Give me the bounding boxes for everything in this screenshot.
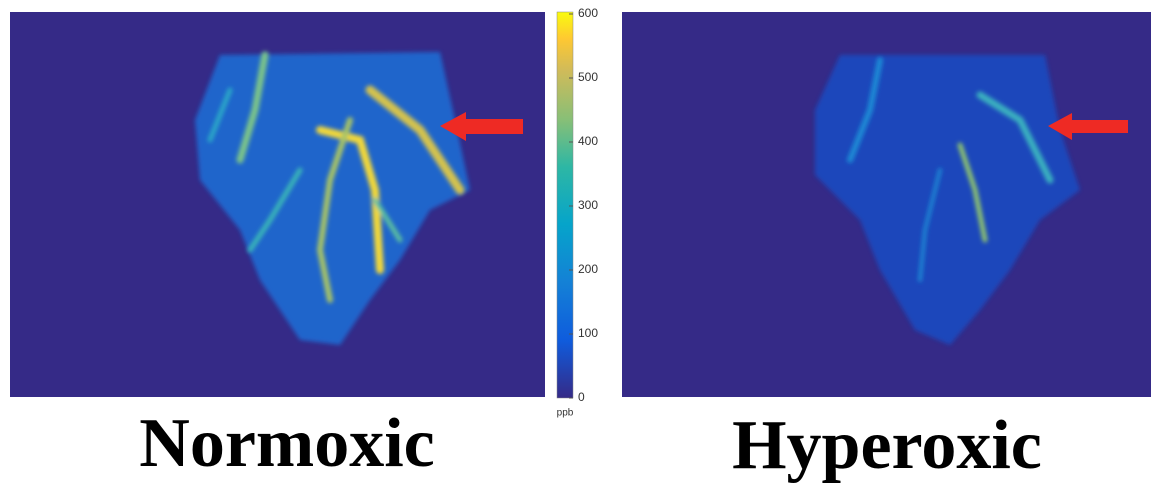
- colorbar-tick-label: 300: [578, 198, 598, 212]
- colorbar-unit: ppb: [557, 408, 574, 419]
- panel-label: Normoxic: [139, 405, 434, 482]
- colorbar: ppb: [557, 11, 574, 419]
- colorbar-tick-label: 0: [578, 390, 585, 404]
- normoxic-image: [10, 12, 545, 397]
- colorbar-tick-label: 600: [578, 6, 598, 20]
- hyperoxic-image: [622, 12, 1151, 397]
- panel-label: Hyperoxic: [732, 407, 1042, 484]
- colorbar-tick-label: 100: [578, 326, 598, 340]
- colorbar-tick-label: 200: [578, 262, 598, 276]
- colorbar-tick-label: 500: [578, 70, 598, 84]
- colorbar-tick-label: 400: [578, 134, 598, 148]
